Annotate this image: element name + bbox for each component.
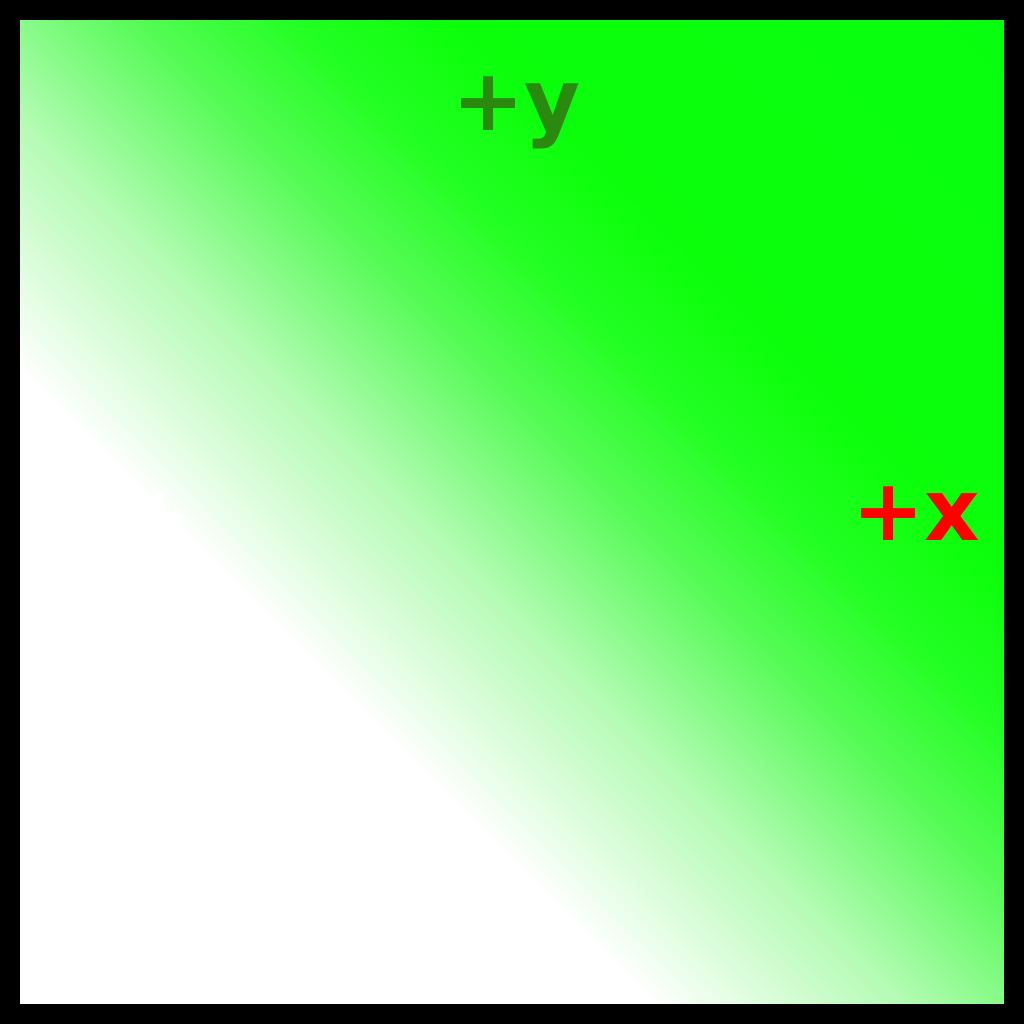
positive-x-label: +x	[852, 461, 980, 561]
gradient-panel: +y +x +x	[20, 20, 1004, 1004]
positive-y-label: +y	[452, 51, 581, 151]
mirrored-x-label: +x	[73, 469, 192, 562]
